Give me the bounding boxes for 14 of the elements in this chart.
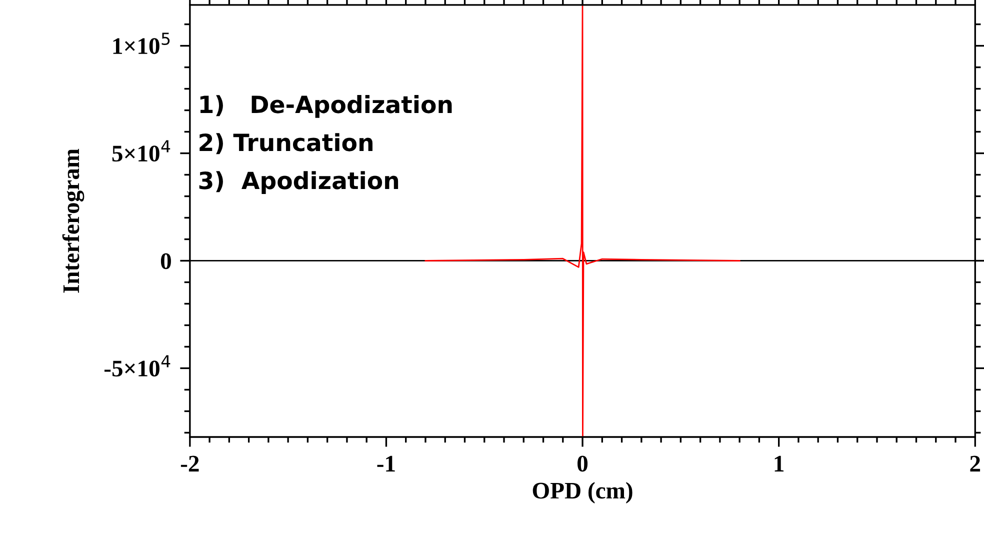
annotation: 2) Truncation — [200, 133, 372, 154]
x-tick-label: -1 — [377, 456, 395, 472]
y-tick-label: 0 — [160, 253, 171, 270]
x-tick-label: 2 — [970, 456, 980, 472]
annotation: 3) Apodization — [199, 171, 398, 194]
annotation: 1) De-Apodization — [200, 95, 452, 118]
y-tick-label: -5×10$^{4}$ — [104, 355, 170, 377]
x-tick-label: 1 — [774, 456, 784, 472]
x-axis-title: OPD (cm) — [532, 482, 632, 504]
y-tick-label: 5×10$^{4}$ — [112, 140, 170, 162]
y-tick-label: 1×10$^{5}$ — [113, 32, 170, 54]
y-axis-title: Interferogram — [62, 148, 84, 293]
x-tick-label: -2 — [180, 456, 199, 472]
x-tick-label: 0 — [578, 456, 588, 472]
